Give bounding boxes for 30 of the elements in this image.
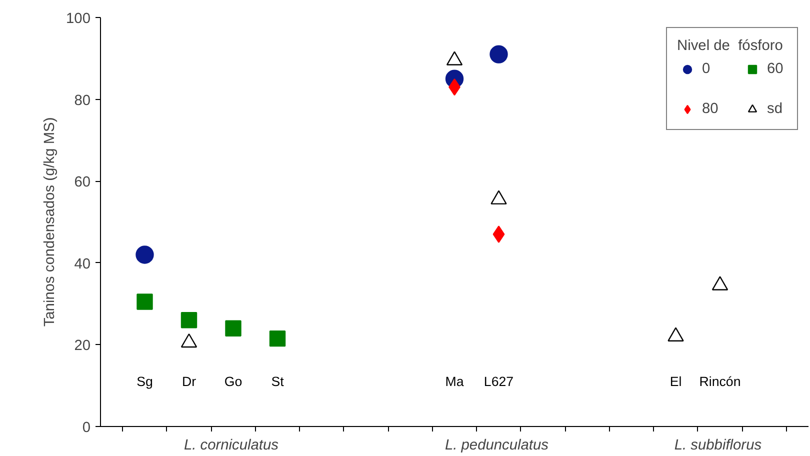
x-tick-label: St: [271, 374, 284, 389]
x-tick-label: L627: [484, 374, 514, 389]
point: [490, 45, 508, 64]
text: L. subbiflorus: [674, 438, 762, 454]
y-tick-label: 20: [74, 338, 91, 354]
point: [180, 312, 198, 328]
x-tick-label: Sg: [136, 374, 153, 389]
text: L. pedunculatus: [444, 438, 550, 454]
x-tick-label: Go: [224, 374, 242, 389]
x-tick-label: Dr: [182, 374, 197, 389]
legend-label: 0: [702, 61, 712, 77]
point: [136, 294, 153, 310]
legend-title: Nivel de fósforo: [677, 38, 784, 54]
point: [269, 330, 286, 347]
text: L. corniculatus: [184, 438, 280, 454]
legend-label: 60: [767, 61, 784, 77]
x-tick-label: El: [670, 374, 682, 389]
y-tick-label: 0: [82, 420, 91, 436]
y-tick-label: 40: [74, 256, 91, 272]
y-tick-label: 80: [74, 92, 91, 109]
point: [225, 320, 242, 336]
legend-label: 80: [702, 101, 720, 117]
point: [136, 246, 154, 264]
x-tick-label: Ma: [445, 374, 464, 389]
x-tick-label: Rincón: [699, 374, 741, 389]
y-tick-label: 60: [74, 174, 91, 191]
legend-label: sd: [767, 101, 784, 117]
y-tick-label: 100: [66, 11, 91, 27]
y-axis-title: Taninos condensados (g/kg MS): [42, 117, 58, 327]
point: [492, 226, 505, 243]
